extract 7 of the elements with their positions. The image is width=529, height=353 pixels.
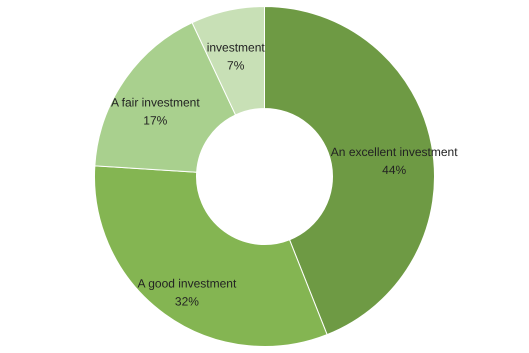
data-label: 44% bbox=[382, 162, 406, 177]
slice-label: A fair investment bbox=[110, 95, 200, 110]
data-label: 17% bbox=[143, 113, 168, 128]
slice-label: investment bbox=[206, 40, 266, 55]
slice-label: A good investment bbox=[138, 276, 237, 290]
data-label: 32% bbox=[174, 294, 200, 308]
data-label: 7% bbox=[227, 58, 245, 73]
